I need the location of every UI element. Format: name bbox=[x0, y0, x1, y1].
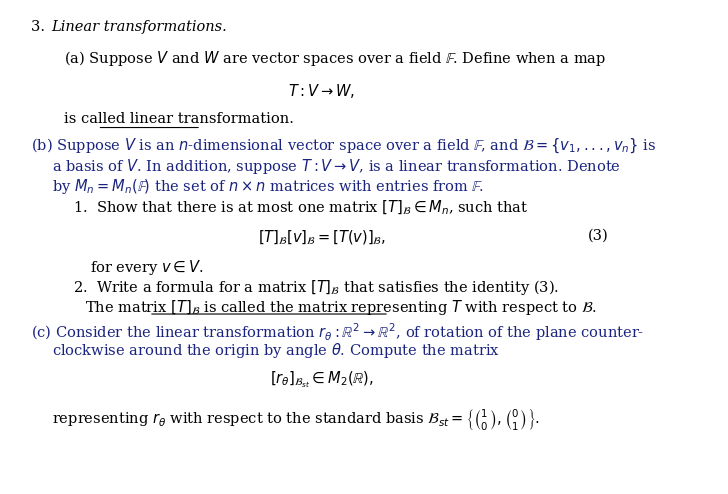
Text: (b) Suppose $V$ is an $n$-dimensional vector space over a field $\mathbb{F}$, an: (b) Suppose $V$ is an $n$-dimensional ve… bbox=[31, 136, 656, 155]
Text: $T : V \rightarrow W,$: $T : V \rightarrow W,$ bbox=[288, 82, 355, 100]
Text: a basis of $V$. In addition, suppose $T : V \rightarrow V$, is a linear transfor: a basis of $V$. In addition, suppose $T … bbox=[52, 157, 621, 176]
Text: for every $v \in V$.: for every $v \in V$. bbox=[90, 258, 204, 277]
Text: clockwise around the origin by angle $\theta$. Compute the matrix: clockwise around the origin by angle $\t… bbox=[52, 341, 499, 360]
Text: by $M_n = M_n(\mathbb{F})$ the set of $n \times n$ matrices with entries from $\: by $M_n = M_n(\mathbb{F})$ the set of $n… bbox=[52, 177, 484, 196]
Text: is called linear transformation.: is called linear transformation. bbox=[65, 112, 294, 126]
Text: representing $r_\theta$ with respect to the standard basis $\mathcal{B}_{st} = \: representing $r_\theta$ with respect to … bbox=[52, 407, 539, 432]
Text: $[r_\theta]_{\mathcal{B}_{st}} \in M_2(\mathbb{R}),$: $[r_\theta]_{\mathcal{B}_{st}} \in M_2(\… bbox=[270, 370, 373, 390]
Text: $[T]_\mathcal{B}[v]_\mathcal{B} = [T(v)]_\mathcal{B},$: $[T]_\mathcal{B}[v]_\mathcal{B} = [T(v)]… bbox=[258, 229, 386, 247]
Text: 1.  Show that there is at most one matrix $[T]_\mathcal{B} \in M_n$, such that: 1. Show that there is at most one matrix… bbox=[73, 199, 528, 217]
Text: (c) Consider the linear transformation $r_\theta : \mathbb{R}^2 \rightarrow \mat: (c) Consider the linear transformation $… bbox=[31, 321, 644, 342]
Text: (a) Suppose $V$ and $W$ are vector spaces over a field $\mathbb{F}$. Define when: (a) Suppose $V$ and $W$ are vector space… bbox=[65, 49, 606, 68]
Text: (3): (3) bbox=[587, 229, 609, 243]
Text: 2.  Write a formula for a matrix $[T]_\mathcal{B}$ that satisfies the identity (: 2. Write a formula for a matrix $[T]_\ma… bbox=[73, 278, 559, 297]
Text: 3.: 3. bbox=[31, 20, 54, 34]
Text: The matrix $[T]_\mathcal{B}$ is called the matrix representing $T$ with respect : The matrix $[T]_\mathcal{B}$ is called t… bbox=[85, 298, 598, 318]
Text: Linear transformations.: Linear transformations. bbox=[51, 20, 227, 34]
